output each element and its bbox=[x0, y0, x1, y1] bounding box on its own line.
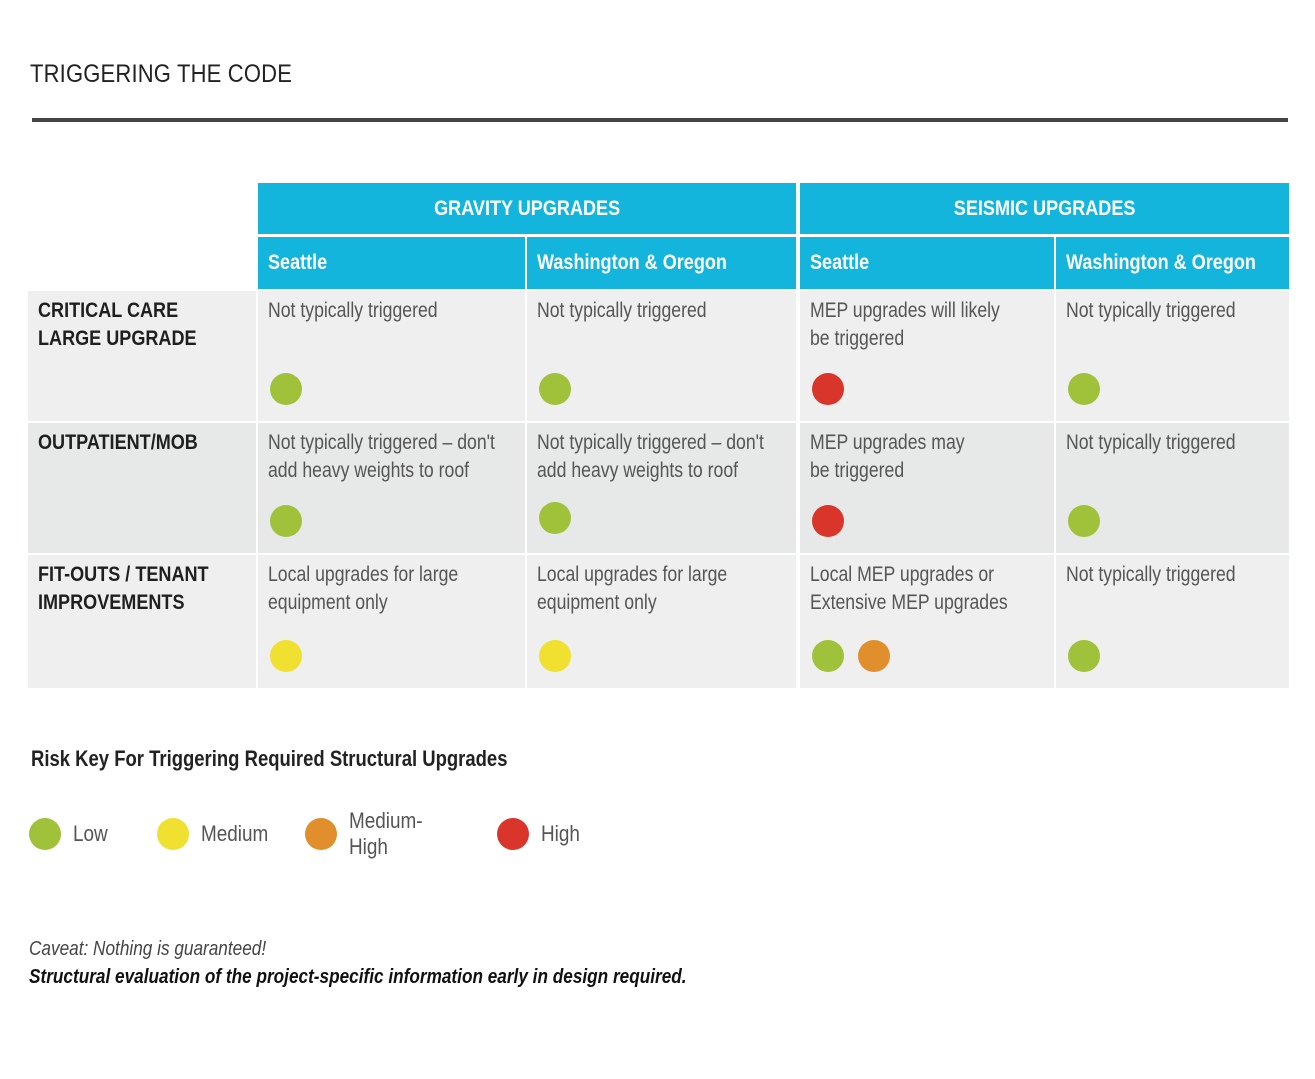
risk-dot-medium bbox=[539, 640, 571, 672]
row-label-outpatient: OUTPATIENT/MOB bbox=[28, 423, 256, 553]
risk-dot-low bbox=[270, 373, 302, 405]
cell-critical-care-seismic-seattle: MEP upgrades will likely be triggered bbox=[800, 291, 1054, 421]
cell-outpatient-seismic-seattle: MEP upgrades may be triggered bbox=[800, 423, 1054, 553]
risk-dot-low bbox=[812, 640, 844, 672]
risk-table: GRAVITY UPGRADES SEISMIC UPGRADES Seattl… bbox=[28, 183, 1291, 688]
page-title: TRIGGERING THE CODE bbox=[30, 60, 293, 88]
risk-dot-low bbox=[539, 373, 571, 405]
column-header-seismic-seattle: Seattle bbox=[800, 237, 1054, 289]
legend-label: High bbox=[541, 821, 580, 846]
cell-outpatient-seismic-wa-or: Not typically triggered bbox=[1056, 423, 1289, 553]
footnote-text: Structural evaluation of the project-spe… bbox=[29, 966, 687, 988]
risk-dot-medium-high bbox=[858, 640, 890, 672]
cell-outpatient-gravity-wa-or: Not typically triggered – don't add heav… bbox=[527, 423, 796, 553]
cell-fit-outs-seismic-wa-or: Not typically triggered bbox=[1056, 555, 1289, 688]
legend-item-low: Low bbox=[29, 818, 139, 850]
column-header-seismic-wa-or: Washington & Oregon bbox=[1056, 237, 1289, 289]
legend-dot-low bbox=[29, 818, 61, 850]
risk-dot-low bbox=[539, 502, 571, 534]
caveat-text: Caveat: Nothing is guaranteed! bbox=[29, 938, 267, 960]
column-header-gravity-seattle: Seattle bbox=[258, 237, 525, 289]
cell-fit-outs-gravity-seattle: Local upgrades for large equipment only bbox=[258, 555, 525, 688]
risk-dot-high bbox=[812, 505, 844, 537]
cell-fit-outs-seismic-seattle: Local MEP upgrades or Extensive MEP upgr… bbox=[800, 555, 1054, 688]
group-header-seismic: SEISMIC UPGRADES bbox=[800, 183, 1289, 234]
legend-item-medium-high: Medium-High bbox=[305, 808, 479, 860]
risk-dot-low bbox=[1068, 640, 1100, 672]
risk-dot-medium bbox=[270, 640, 302, 672]
row-label-critical-care: CRITICAL CARE LARGE UPGRADE bbox=[28, 291, 256, 421]
legend-title: Risk Key For Triggering Required Structu… bbox=[31, 746, 508, 771]
risk-dot-low bbox=[1068, 373, 1100, 405]
legend-dot-medium-high bbox=[305, 818, 337, 850]
risk-dot-low bbox=[1068, 505, 1100, 537]
cell-critical-care-gravity-seattle: Not typically triggered bbox=[258, 291, 525, 421]
group-header-gravity: GRAVITY UPGRADES bbox=[258, 183, 796, 234]
cell-critical-care-seismic-wa-or: Not typically triggered bbox=[1056, 291, 1289, 421]
risk-dot-high bbox=[812, 373, 844, 405]
cell-fit-outs-gravity-wa-or: Local upgrades for large equipment only bbox=[527, 555, 796, 688]
row-label-fit-outs: FIT-OUTS / TENANT IMPROVEMENTS bbox=[28, 555, 256, 688]
legend-label: Low bbox=[73, 821, 108, 846]
risk-legend: Low Medium Medium-High High bbox=[29, 808, 604, 860]
legend-item-high: High bbox=[497, 818, 586, 850]
legend-dot-medium bbox=[157, 818, 189, 850]
legend-dot-high bbox=[497, 818, 529, 850]
cell-outpatient-gravity-seattle: Not typically triggered – don't add heav… bbox=[258, 423, 525, 553]
title-divider bbox=[32, 118, 1288, 122]
legend-item-medium: Medium bbox=[157, 818, 287, 850]
risk-dot-low bbox=[270, 505, 302, 537]
legend-label: Medium-High bbox=[349, 808, 423, 859]
cell-critical-care-gravity-wa-or: Not typically triggered bbox=[527, 291, 796, 421]
legend-label: Medium bbox=[201, 821, 269, 846]
column-header-gravity-wa-or: Washington & Oregon bbox=[527, 237, 796, 289]
